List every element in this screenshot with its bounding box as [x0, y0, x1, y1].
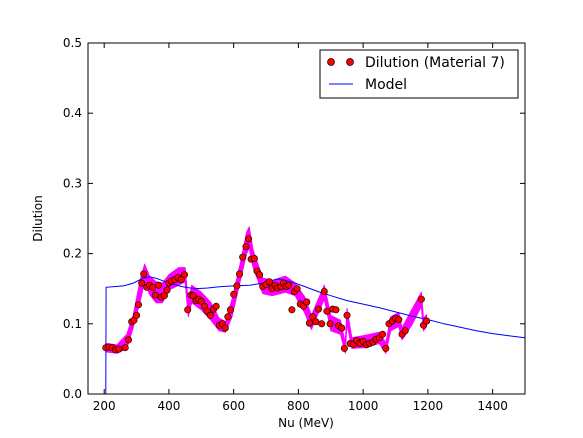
data-point [197, 297, 205, 305]
data-point [303, 298, 311, 306]
plot-background [88, 43, 525, 394]
data-point [293, 285, 301, 293]
data-point [115, 345, 123, 353]
data-point [151, 291, 159, 299]
x-axis-ticks: 200 400 600 800 1000 1200 1400 [93, 43, 508, 413]
data-point [401, 327, 409, 335]
data-point [285, 281, 293, 289]
data-point [423, 317, 431, 325]
data-points-layer [102, 235, 431, 354]
data-point [226, 306, 234, 314]
data-point [138, 279, 146, 287]
data-point [125, 336, 133, 344]
y-tick-label: 0.1 [63, 317, 82, 331]
data-point [242, 243, 250, 251]
data-point [379, 330, 387, 338]
data-point [332, 306, 340, 314]
x-tick-label: 800 [287, 399, 310, 413]
data-point [212, 302, 220, 310]
data-point [312, 318, 320, 326]
data-point [135, 301, 143, 309]
legend-label-model: Model [365, 77, 407, 93]
data-point [230, 290, 238, 298]
y-tick-label: 0.0 [63, 387, 82, 401]
x-axis-label: Nu (MeV) [278, 416, 334, 430]
data-point [340, 344, 348, 352]
x-tick-label: 200 [93, 399, 116, 413]
plot-frame [87, 42, 526, 395]
data-point [236, 270, 244, 278]
data-point [233, 282, 241, 290]
data-point [318, 320, 326, 328]
legend-box [319, 49, 519, 99]
data-point [288, 306, 296, 314]
data-point [256, 271, 264, 279]
data-point [343, 311, 351, 319]
data-point [245, 235, 253, 243]
y-tick-label: 0.5 [63, 36, 82, 50]
y-axis-label: Dilution [31, 195, 45, 242]
data-point [320, 287, 328, 295]
data-point [250, 255, 258, 263]
data-point [121, 344, 129, 352]
data-point [239, 253, 247, 261]
data-point [314, 305, 322, 313]
x-tick-label: 1400 [477, 399, 508, 413]
data-point [309, 313, 317, 321]
data-point [323, 307, 331, 315]
x-tick-label: 1000 [348, 399, 379, 413]
data-point [395, 316, 403, 324]
data-point [181, 271, 189, 279]
model-layer [105, 276, 525, 394]
model-line [105, 276, 525, 394]
data-point [133, 311, 141, 319]
data-point [155, 281, 163, 289]
legend-marker-dilution-1 [327, 58, 335, 66]
x-tick-label: 400 [157, 399, 180, 413]
data-point [338, 324, 346, 332]
data-point [149, 283, 157, 291]
data-point [140, 270, 148, 278]
y-tick-label: 0.4 [63, 106, 82, 120]
legend-label-dilution: Dilution (Material 7) [365, 55, 505, 71]
data-point [326, 320, 334, 328]
data-point [184, 306, 192, 314]
data-point [206, 311, 214, 319]
y-tick-label: 0.2 [63, 247, 82, 261]
data-point [265, 278, 273, 286]
x-tick-label: 600 [222, 399, 245, 413]
data-point [417, 295, 425, 303]
data-point [177, 276, 185, 284]
legend: Dilution (Material 7) Model [319, 49, 519, 99]
y-tick-label: 0.3 [63, 176, 82, 190]
data-point [382, 344, 390, 352]
data-point [163, 286, 171, 294]
data-point [160, 292, 168, 300]
data-point [305, 319, 313, 327]
legend-marker-dilution-2 [346, 58, 354, 66]
x-tick-label: 1200 [413, 399, 444, 413]
data-point [224, 313, 232, 321]
data-point [221, 324, 229, 332]
y-axis-ticks: 0.0 0.1 0.2 0.3 0.4 0.5 [63, 36, 525, 401]
